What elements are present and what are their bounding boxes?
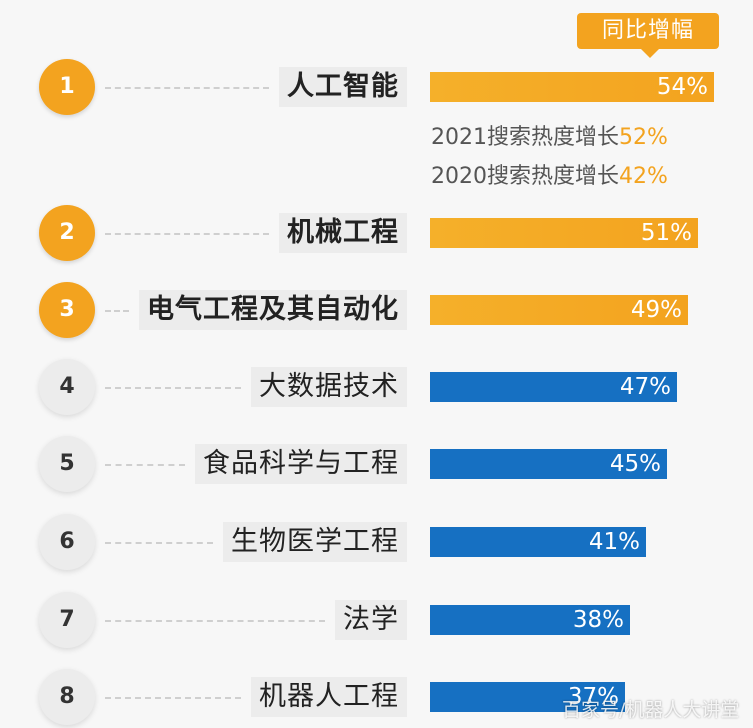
rank-badge: 5 xyxy=(39,436,95,492)
row-connector xyxy=(105,464,185,466)
annotation-2020: 2020搜索热度增长42% xyxy=(431,158,668,190)
value-bar: 38% xyxy=(430,605,630,635)
row-connector xyxy=(105,620,325,622)
value-bar: 47% xyxy=(430,372,677,402)
legend-yoy-growth: 同比增幅 xyxy=(577,13,719,58)
annotation-2020-value: 42% xyxy=(619,164,668,189)
value-label: 41% xyxy=(588,529,640,555)
row-connector xyxy=(105,697,241,699)
rank-badge: 1 xyxy=(39,59,95,115)
watermark: 百家号/机器人大讲堂 xyxy=(562,699,740,721)
category-label: 电气工程及其自动化 xyxy=(139,290,407,330)
rank-badge: 2 xyxy=(39,205,95,261)
value-label: 38% xyxy=(572,607,624,633)
category-label: 机器人工程 xyxy=(251,677,407,717)
annotation-2021: 2021搜索热度增长52% xyxy=(431,119,668,151)
rank-badge: 7 xyxy=(39,592,95,648)
value-bar: 45% xyxy=(430,449,667,479)
value-label: 49% xyxy=(630,297,682,323)
value-label: 54% xyxy=(656,74,708,100)
category-label: 法学 xyxy=(335,600,407,640)
value-bar: 41% xyxy=(430,527,646,557)
category-label: 机械工程 xyxy=(279,213,407,253)
value-label: 47% xyxy=(619,374,671,400)
row-connector xyxy=(105,387,241,389)
rank-badge: 8 xyxy=(39,669,95,725)
rank-badge: 6 xyxy=(39,514,95,570)
rank-badge: 3 xyxy=(39,282,95,338)
value-label: 51% xyxy=(640,220,692,246)
value-bar: 51% xyxy=(430,218,698,248)
value-label: 37% xyxy=(567,684,619,710)
category-label: 生物医学工程 xyxy=(223,522,407,562)
row-connector xyxy=(105,310,129,312)
rank-badge: 4 xyxy=(39,359,95,415)
annotation-2021-text: 2021搜索热度增长 xyxy=(431,125,619,150)
category-label: 大数据技术 xyxy=(251,367,407,407)
value-label: 45% xyxy=(609,451,661,477)
value-bar: 54% xyxy=(430,72,714,102)
annotation-2021-value: 52% xyxy=(619,125,668,150)
category-label: 食品科学与工程 xyxy=(195,444,407,484)
row-connector xyxy=(105,87,269,89)
value-bar: 37% xyxy=(430,682,625,712)
row-connector xyxy=(105,233,269,235)
annotation-2020-text: 2020搜索热度增长 xyxy=(431,164,619,189)
category-label: 人工智能 xyxy=(279,67,407,107)
row-connector xyxy=(105,542,213,544)
value-bar: 49% xyxy=(430,295,688,325)
